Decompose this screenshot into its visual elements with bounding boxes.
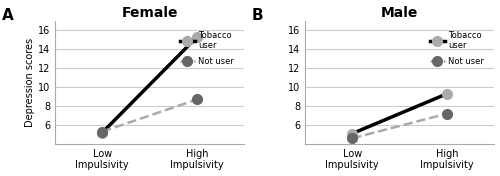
Legend: Tobacco
user, Not user: Tobacco user, Not user (426, 27, 488, 69)
Title: Female: Female (122, 6, 178, 20)
Text: A: A (2, 8, 14, 23)
Title: Male: Male (381, 6, 418, 20)
Text: B: B (252, 8, 264, 23)
Y-axis label: Depression scores: Depression scores (25, 38, 35, 127)
Legend: Tobacco
user, Not user: Tobacco user, Not user (176, 27, 238, 69)
